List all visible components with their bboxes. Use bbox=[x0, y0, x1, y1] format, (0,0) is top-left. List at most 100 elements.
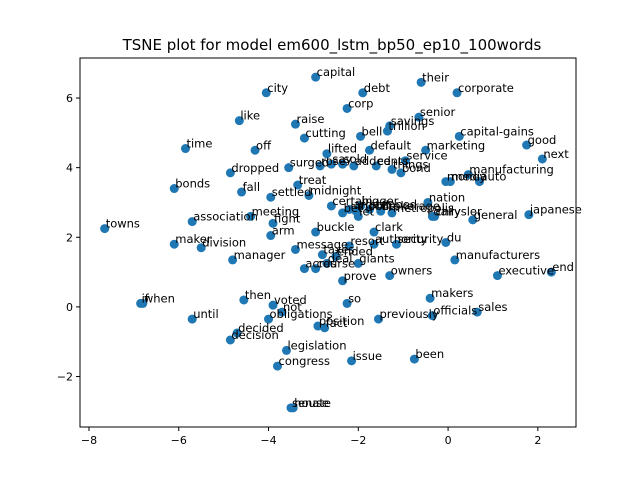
scatter-point bbox=[299, 264, 309, 274]
scatter-point bbox=[396, 168, 406, 178]
scatter-point bbox=[228, 255, 238, 265]
point-label: resort bbox=[350, 234, 384, 248]
y-tick-label: 6 bbox=[66, 92, 73, 105]
scatter-point bbox=[315, 161, 325, 171]
scatter-point bbox=[353, 211, 363, 221]
point-label: association bbox=[193, 210, 258, 224]
point-label: money bbox=[447, 170, 487, 184]
point-label: towns bbox=[106, 217, 140, 231]
point-label: ended bbox=[337, 244, 373, 258]
scatter-point bbox=[369, 227, 379, 237]
scatter-point bbox=[232, 328, 242, 338]
scatter-point bbox=[344, 241, 354, 251]
point-label: manager bbox=[234, 248, 286, 262]
point-label: until bbox=[193, 307, 218, 321]
x-tick-label: −2 bbox=[350, 434, 366, 447]
scatter-point bbox=[524, 210, 534, 220]
scatter-point bbox=[237, 187, 247, 197]
scatter-point bbox=[293, 180, 303, 190]
point-label: owners bbox=[391, 264, 433, 278]
scatter-point bbox=[326, 159, 336, 169]
point-label: giants bbox=[359, 251, 394, 265]
point-label: if bbox=[142, 291, 150, 305]
scatter-point bbox=[288, 403, 298, 413]
point-label: house bbox=[294, 396, 329, 410]
point-label: cents bbox=[377, 154, 408, 168]
scatter-point bbox=[353, 258, 363, 268]
scatter-point bbox=[400, 156, 410, 166]
scatter-point bbox=[169, 239, 179, 249]
scatter-point bbox=[239, 295, 249, 305]
point-label: time bbox=[186, 137, 212, 151]
scatter-point bbox=[268, 218, 278, 228]
scatter-point bbox=[382, 126, 392, 136]
point-label: chrysler bbox=[436, 204, 482, 218]
point-label: raise bbox=[296, 112, 324, 126]
point-label: metropolis bbox=[393, 201, 454, 215]
scatter-point bbox=[369, 239, 379, 249]
scatter-point bbox=[365, 145, 375, 155]
scatter-point bbox=[427, 211, 437, 221]
point-label: bet bbox=[344, 201, 363, 215]
scatter-point bbox=[187, 314, 197, 324]
point-label: maker bbox=[175, 232, 212, 246]
scatter-point bbox=[266, 192, 276, 202]
point-label: off bbox=[256, 138, 272, 152]
point-label: obligations bbox=[270, 307, 333, 321]
scatter-point bbox=[371, 161, 381, 171]
point-label: added bbox=[355, 154, 391, 168]
scatter-point bbox=[338, 276, 348, 286]
scatter-point bbox=[546, 267, 556, 277]
scatter-point bbox=[342, 103, 352, 113]
scatter-point bbox=[450, 255, 460, 265]
point-label: capital bbox=[317, 65, 356, 79]
point-label: voted bbox=[274, 293, 307, 307]
scatter-point bbox=[311, 72, 321, 82]
point-label: decided bbox=[238, 321, 284, 335]
y-tick-label: 2 bbox=[66, 231, 73, 244]
point-label: good bbox=[528, 133, 557, 147]
point-label: manufacturers bbox=[456, 248, 540, 262]
scatter-point bbox=[320, 323, 330, 333]
point-label: their bbox=[422, 70, 449, 84]
scatter-point bbox=[414, 112, 424, 122]
point-label: corporate bbox=[458, 81, 514, 95]
scatter-point bbox=[326, 201, 336, 211]
point-label: like bbox=[240, 109, 260, 123]
point-label: bond bbox=[402, 161, 431, 175]
scatter-point bbox=[317, 250, 327, 260]
point-label: service bbox=[406, 149, 447, 163]
point-label: senate bbox=[292, 396, 331, 410]
scatter-point bbox=[234, 116, 244, 126]
scatter-point bbox=[492, 271, 502, 281]
point-label: end bbox=[552, 260, 574, 274]
point-label: fall bbox=[243, 180, 261, 194]
point-label: decision bbox=[231, 328, 278, 342]
point-label: lifted bbox=[328, 142, 357, 156]
point-label: division bbox=[202, 236, 246, 250]
scatter-point bbox=[196, 243, 206, 253]
point-label: then bbox=[245, 288, 271, 302]
scatter-point bbox=[445, 177, 455, 187]
point-label: certain bbox=[332, 194, 372, 208]
point-label: sold bbox=[344, 152, 368, 166]
point-label: fight bbox=[274, 211, 301, 225]
scatter-point bbox=[268, 300, 278, 310]
scatter-point bbox=[349, 161, 359, 171]
point-label: say bbox=[332, 152, 352, 166]
point-label: deal bbox=[328, 251, 353, 265]
scatter-point bbox=[365, 204, 375, 214]
point-label: treat bbox=[299, 173, 327, 187]
point-label: auto bbox=[480, 170, 506, 184]
point-label: congress bbox=[279, 354, 330, 368]
scatter-point bbox=[169, 184, 179, 194]
point-label: capital-gains bbox=[460, 124, 534, 138]
scatter-point bbox=[250, 145, 260, 155]
point-label: when bbox=[144, 291, 175, 305]
scatter-point bbox=[463, 170, 473, 180]
point-label: meeting bbox=[252, 204, 300, 218]
x-tick-label: −6 bbox=[171, 434, 187, 447]
scatter-point bbox=[425, 293, 435, 303]
scatter-point bbox=[331, 251, 341, 261]
